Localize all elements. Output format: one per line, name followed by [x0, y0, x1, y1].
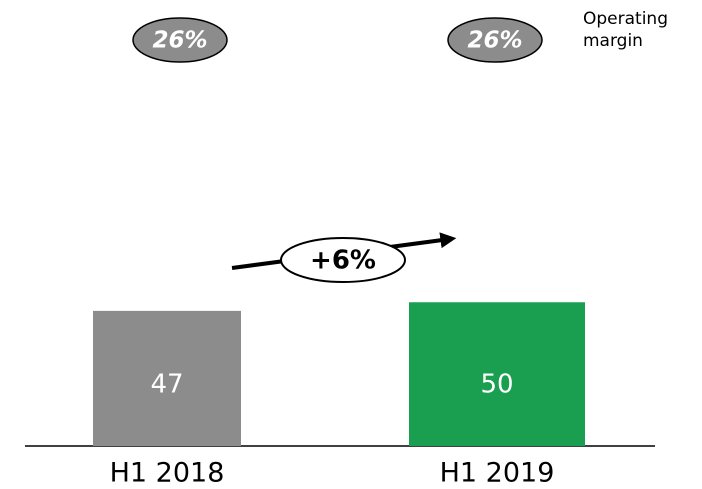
- bar: [93, 310, 241, 446]
- margin-label: 26%: [467, 28, 522, 54]
- growth-label: +6%: [310, 246, 376, 276]
- x-tick-label: H1 2018: [110, 458, 225, 489]
- bar-value-label: 47: [150, 370, 183, 400]
- growth-bubble: [280, 237, 406, 283]
- x-tick-label: H1 2019: [440, 458, 555, 489]
- margin-bubble: [132, 17, 228, 63]
- bar-value-label: 50: [480, 370, 513, 400]
- margin-label: 26%: [152, 28, 207, 54]
- margin-legend: Operating margin: [583, 9, 668, 51]
- bar: [409, 302, 585, 446]
- margin-bubble: [447, 17, 543, 63]
